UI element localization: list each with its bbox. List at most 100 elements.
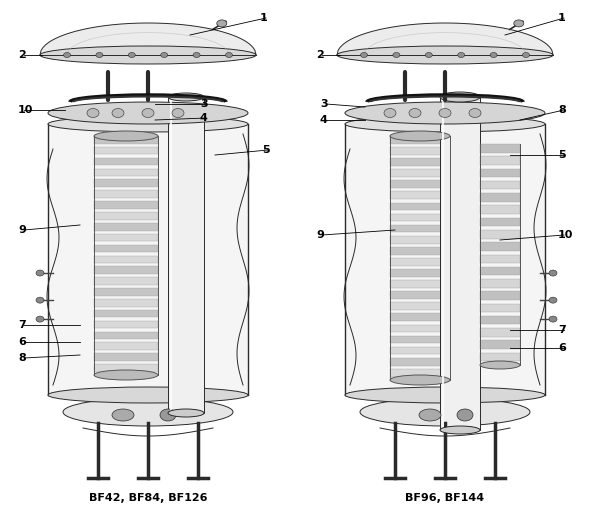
Bar xyxy=(94,158,158,165)
Bar xyxy=(94,234,158,241)
Bar xyxy=(94,288,158,295)
Bar xyxy=(480,340,520,349)
Text: 5: 5 xyxy=(558,150,566,160)
Bar xyxy=(390,236,450,244)
Text: 6: 6 xyxy=(558,343,566,353)
Ellipse shape xyxy=(480,361,520,369)
Ellipse shape xyxy=(87,109,99,117)
Ellipse shape xyxy=(64,53,71,57)
Ellipse shape xyxy=(440,426,480,434)
Text: 10: 10 xyxy=(558,230,574,240)
Ellipse shape xyxy=(36,297,44,303)
Bar xyxy=(480,279,520,288)
Bar xyxy=(390,213,450,221)
Bar xyxy=(390,280,450,288)
Bar xyxy=(390,169,450,177)
Ellipse shape xyxy=(172,109,184,117)
Bar xyxy=(94,255,158,263)
Ellipse shape xyxy=(549,316,557,322)
Ellipse shape xyxy=(390,131,450,141)
Text: 4: 4 xyxy=(200,113,208,123)
Ellipse shape xyxy=(96,53,103,57)
Bar xyxy=(390,291,450,299)
Bar xyxy=(390,158,450,166)
Bar xyxy=(480,267,520,276)
Text: 8: 8 xyxy=(558,105,566,115)
Ellipse shape xyxy=(393,53,400,57)
Bar xyxy=(480,255,520,263)
Bar xyxy=(390,136,450,144)
Bar xyxy=(440,97,480,430)
Ellipse shape xyxy=(193,53,200,57)
Text: 9: 9 xyxy=(316,230,324,240)
Ellipse shape xyxy=(390,375,450,385)
Text: 8: 8 xyxy=(18,353,26,363)
Bar xyxy=(390,225,450,232)
Text: 5: 5 xyxy=(262,145,269,155)
Bar xyxy=(390,258,450,266)
Text: 9: 9 xyxy=(18,225,26,235)
Ellipse shape xyxy=(168,93,204,101)
Text: 7: 7 xyxy=(558,325,566,335)
Bar xyxy=(94,191,158,198)
Bar xyxy=(94,169,158,176)
Bar xyxy=(168,97,204,413)
Bar xyxy=(94,310,158,317)
Ellipse shape xyxy=(36,270,44,276)
Bar xyxy=(480,230,520,239)
Ellipse shape xyxy=(523,53,530,57)
Ellipse shape xyxy=(40,46,256,64)
Bar xyxy=(390,336,450,343)
Ellipse shape xyxy=(217,20,227,27)
Text: 2: 2 xyxy=(18,50,26,60)
Ellipse shape xyxy=(36,316,44,322)
Ellipse shape xyxy=(63,398,233,426)
Text: BF42, BF84, BF126: BF42, BF84, BF126 xyxy=(89,493,207,503)
Ellipse shape xyxy=(160,409,176,421)
Ellipse shape xyxy=(48,116,248,132)
Bar xyxy=(390,302,450,310)
Bar xyxy=(390,203,450,210)
Text: 1: 1 xyxy=(558,13,566,23)
Bar xyxy=(94,364,158,372)
Ellipse shape xyxy=(345,116,545,132)
Bar xyxy=(480,181,520,189)
Ellipse shape xyxy=(112,109,124,117)
Bar xyxy=(480,193,520,201)
Ellipse shape xyxy=(458,53,465,57)
Bar xyxy=(480,242,520,251)
Bar xyxy=(48,124,248,395)
Ellipse shape xyxy=(112,409,134,421)
Bar xyxy=(94,321,158,328)
Bar xyxy=(94,299,158,306)
Text: 2: 2 xyxy=(316,50,324,60)
Ellipse shape xyxy=(168,409,204,417)
Bar xyxy=(480,353,520,361)
Ellipse shape xyxy=(161,53,168,57)
Bar xyxy=(94,331,158,339)
Bar xyxy=(94,147,158,155)
Text: 10: 10 xyxy=(18,105,34,115)
Ellipse shape xyxy=(48,102,248,124)
Bar xyxy=(94,266,158,274)
Bar xyxy=(390,147,450,155)
Bar xyxy=(480,328,520,337)
Bar xyxy=(480,205,520,214)
Bar xyxy=(390,358,450,365)
Ellipse shape xyxy=(440,92,480,102)
Bar xyxy=(390,247,450,255)
Ellipse shape xyxy=(345,102,545,124)
Bar xyxy=(94,212,158,220)
Bar xyxy=(390,369,450,377)
Text: 6: 6 xyxy=(18,337,26,347)
Bar xyxy=(390,269,450,277)
Ellipse shape xyxy=(384,109,396,117)
Text: 7: 7 xyxy=(18,320,26,330)
Bar xyxy=(390,325,450,333)
Ellipse shape xyxy=(337,46,553,64)
Text: 1: 1 xyxy=(260,13,268,23)
Ellipse shape xyxy=(226,53,233,57)
Ellipse shape xyxy=(419,409,441,421)
Text: 3: 3 xyxy=(320,99,328,109)
Ellipse shape xyxy=(425,53,432,57)
